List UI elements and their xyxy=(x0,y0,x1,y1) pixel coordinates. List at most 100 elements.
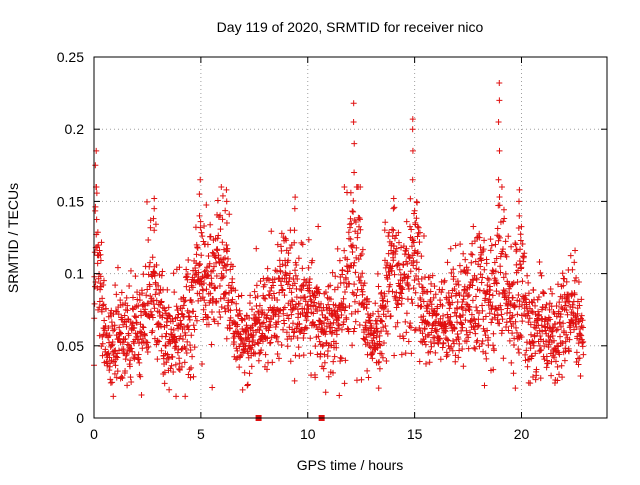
data-point xyxy=(159,312,166,319)
data-point xyxy=(427,297,434,304)
data-point xyxy=(163,359,170,366)
data-point xyxy=(381,304,388,311)
data-point xyxy=(530,342,537,349)
data-point xyxy=(408,243,415,250)
data-point xyxy=(161,369,168,376)
data-point xyxy=(137,328,144,335)
data-point xyxy=(324,316,331,323)
data-point xyxy=(496,234,503,241)
data-point xyxy=(502,238,509,245)
data-point xyxy=(300,283,307,290)
data-point xyxy=(271,304,278,311)
data-point xyxy=(281,292,288,299)
data-point xyxy=(349,242,356,249)
data-point xyxy=(100,331,107,338)
data-point xyxy=(514,311,521,318)
data-point xyxy=(321,351,328,358)
data-point xyxy=(487,287,494,294)
data-point xyxy=(348,310,355,317)
data-point xyxy=(292,194,299,201)
data-point xyxy=(254,293,261,300)
data-point xyxy=(211,263,218,270)
data-point xyxy=(407,324,414,331)
data-point xyxy=(279,287,286,294)
data-point xyxy=(285,278,292,285)
data-point xyxy=(239,337,246,344)
data-point xyxy=(518,223,525,230)
data-point xyxy=(235,293,242,300)
data-point xyxy=(448,293,455,300)
data-point xyxy=(376,365,383,372)
data-point xyxy=(514,267,521,274)
data-point xyxy=(244,325,251,332)
data-point xyxy=(118,373,125,380)
data-point xyxy=(452,358,459,365)
data-point xyxy=(143,339,150,346)
data-point xyxy=(156,290,163,297)
data-point xyxy=(158,298,165,305)
data-point xyxy=(275,313,282,320)
data-point xyxy=(512,324,519,331)
data-point xyxy=(398,244,405,251)
data-point xyxy=(566,336,573,343)
data-point xyxy=(218,303,225,310)
data-point xyxy=(128,345,135,352)
data-point xyxy=(378,317,385,324)
data-point xyxy=(146,263,153,270)
data-point xyxy=(343,316,350,323)
data-point xyxy=(424,302,431,309)
data-point xyxy=(394,300,401,307)
data-point xyxy=(525,290,532,297)
data-point xyxy=(512,385,519,392)
data-point xyxy=(532,302,539,309)
data-point xyxy=(473,304,480,311)
data-point xyxy=(171,289,178,296)
data-point xyxy=(220,273,227,280)
data-point xyxy=(534,296,541,303)
data-point xyxy=(542,327,549,334)
data-point xyxy=(275,318,282,325)
data-point xyxy=(567,252,574,259)
data-point xyxy=(192,313,199,320)
data-point xyxy=(315,286,322,293)
data-point xyxy=(342,357,349,364)
data-point xyxy=(518,264,525,271)
x-tick-label: 5 xyxy=(197,426,205,442)
data-point xyxy=(232,356,239,363)
data-point xyxy=(291,227,298,234)
data-point xyxy=(316,338,323,345)
data-point xyxy=(92,203,99,210)
data-point xyxy=(487,299,494,306)
data-point xyxy=(512,318,519,325)
data-point xyxy=(436,335,443,342)
data-point xyxy=(145,343,152,350)
data-point xyxy=(281,304,288,311)
data-point xyxy=(419,330,426,337)
data-point xyxy=(327,282,334,289)
data-point xyxy=(97,286,104,293)
data-point xyxy=(293,261,300,268)
data-point xyxy=(527,331,534,338)
data-point xyxy=(406,255,413,262)
data-point xyxy=(454,278,461,285)
data-point xyxy=(223,220,230,227)
data-point xyxy=(382,303,389,310)
data-point xyxy=(477,263,484,270)
data-point xyxy=(276,257,283,264)
data-point xyxy=(185,371,192,378)
data-point xyxy=(197,224,204,231)
data-point xyxy=(497,263,504,270)
data-point xyxy=(356,214,363,221)
data-point xyxy=(378,350,385,357)
data-point xyxy=(214,246,221,253)
data-point xyxy=(414,233,421,240)
data-point xyxy=(332,273,339,280)
data-point xyxy=(459,311,466,318)
data-point xyxy=(471,344,478,351)
data-point xyxy=(333,331,340,338)
data-point xyxy=(437,297,444,304)
data-point xyxy=(515,346,522,353)
data-point xyxy=(184,338,191,345)
data-point xyxy=(272,311,279,318)
data-point xyxy=(209,249,216,256)
